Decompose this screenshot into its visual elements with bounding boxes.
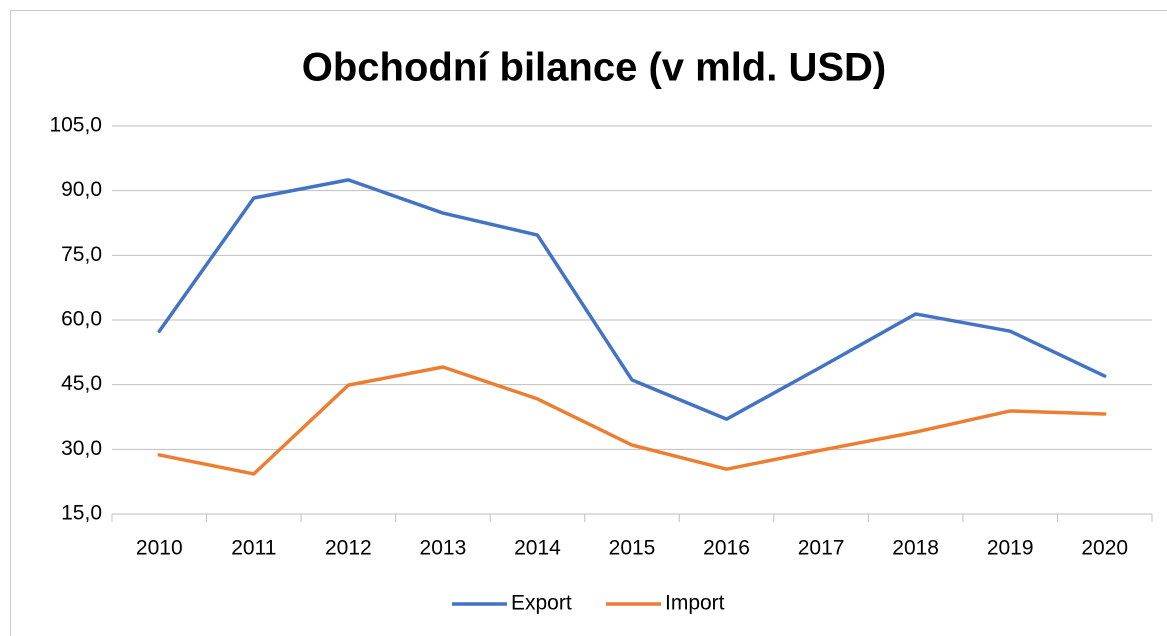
y-tick-label: 105,0 [49, 114, 102, 137]
y-tick-label: 15,0 [61, 502, 102, 525]
legend-label: Import [665, 592, 725, 615]
y-tick-label: 90,0 [61, 178, 102, 201]
line-series [157, 178, 1107, 421]
x-tick-label: 2020 [1081, 537, 1128, 560]
x-tick-label: 2010 [136, 537, 183, 560]
x-tick-label: 2015 [609, 537, 656, 560]
y-tick-label: 60,0 [61, 308, 102, 331]
x-tick-label: 2018 [892, 537, 939, 560]
chart-title: Obchodní bilance (v mld. USD) [302, 46, 887, 90]
x-tick-label: 2014 [514, 537, 561, 560]
x-tick-label: 2017 [798, 537, 845, 560]
y-tick-label: 45,0 [61, 372, 102, 395]
x-tick-label: 2012 [325, 537, 372, 560]
line-series [157, 365, 1107, 476]
x-tick-label: 2011 [231, 537, 276, 560]
x-tick-label: 2016 [703, 537, 750, 560]
y-tick-label: 75,0 [61, 243, 102, 266]
x-tick-label: 2013 [420, 537, 467, 560]
legend-label: Export [511, 592, 572, 615]
x-tick-label: 2019 [987, 537, 1034, 560]
y-tick-label: 30,0 [61, 437, 102, 460]
